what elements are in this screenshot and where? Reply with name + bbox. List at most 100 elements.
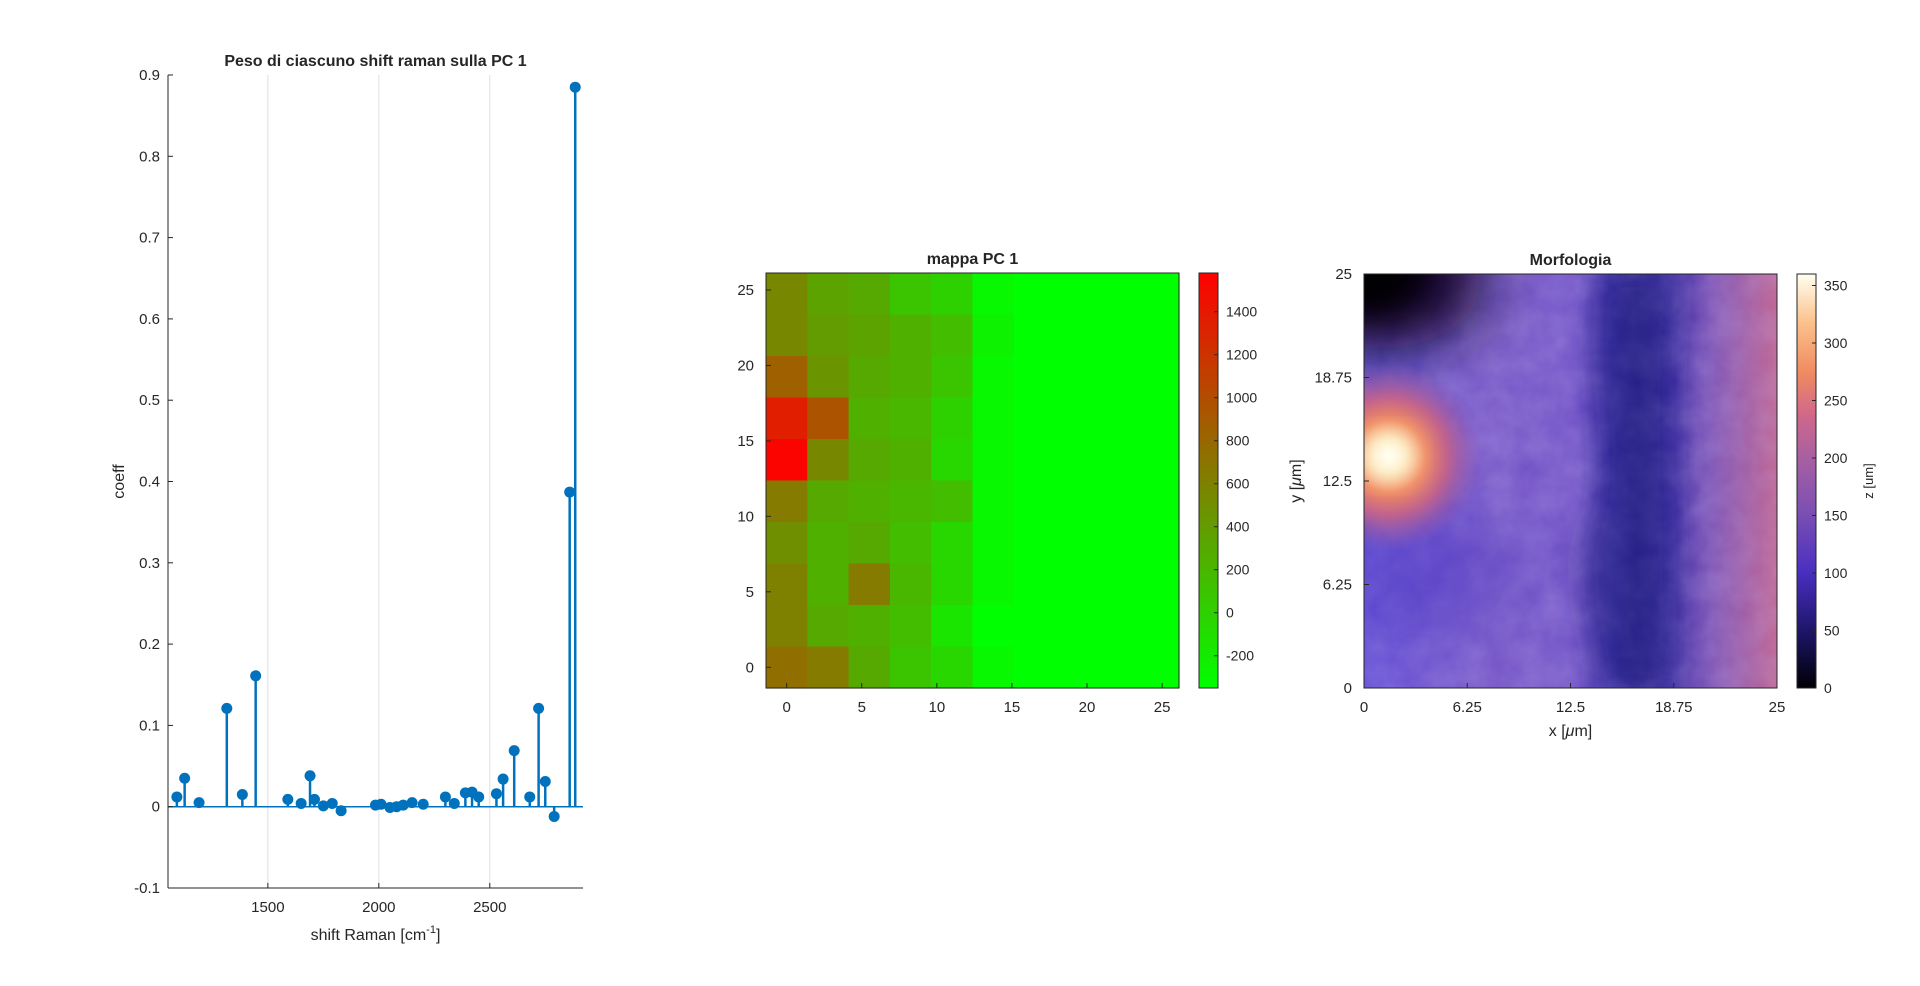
stem-marker [304,770,316,782]
pca-cell [1013,314,1056,357]
pca-cell [766,480,808,523]
pca-cell [1055,522,1097,565]
morph-colorbar [1796,273,1817,689]
pca-cell [848,397,891,440]
stem-marker [171,791,183,803]
pca-colorbar-tick-label: 1400 [1226,304,1257,320]
pca-cell [972,646,1015,689]
stem-marker [406,797,418,809]
pca-y-tick-label: 15 [737,433,754,450]
pca-cell [889,480,932,523]
pca-cell [889,356,932,399]
morph-y-tick-labels: 0 6.25 12.5 18.75 25 [1314,266,1352,697]
pca-cell [972,273,1015,316]
pca-cell [1013,646,1056,689]
stem-x-tick-label: 1500 [251,899,284,916]
stem-y-axis-label: coeff [111,464,128,499]
stem-marker [308,793,320,805]
stem-marker [375,798,387,810]
pca-cell [1137,522,1180,565]
pca-cell [931,605,974,648]
pca-y-tick-labels: 0 5 10 15 20 25 [737,282,754,676]
pca-cell [931,522,974,565]
pca-cell [972,439,1015,482]
stem-axes [167,74,583,889]
morph-colorbar-tick-label: 0 [1824,680,1832,696]
morph-colorbar-tick-label: 350 [1824,278,1848,294]
pca-cell [972,480,1015,523]
stem-chart-title: Peso di ciascuno shift raman sulla PC 1 [224,53,526,70]
morph-y-tick-label: 12.5 [1323,473,1352,490]
pca-y-tick-label: 25 [737,282,754,299]
pca-cell [1137,273,1180,316]
pca-x-tick-label: 10 [928,699,945,716]
pca-cell [972,397,1015,440]
surface-peak-core [1366,436,1411,477]
pca-cell [1137,646,1180,689]
morph-y-axis-label: y [μm] [1288,459,1305,502]
pca-cell [1013,522,1056,565]
stem-marker [564,486,576,498]
pca-cell [1137,563,1180,606]
pca-cell [807,563,850,606]
pca-cell [766,397,808,440]
stem-marker [179,772,191,784]
pca-cell [1055,314,1097,357]
morph-colorbar-tick-label: 150 [1824,508,1848,524]
pca-cell [1055,605,1097,648]
pca-cell [1096,439,1139,482]
pca-cell [848,273,891,316]
stem-y-tick-labels: -0.1 0 0.1 0.2 0.3 0.4 0.5 0.6 0.7 0.8 0.9 [134,67,160,897]
morph-colorbar-tick-labels: 0 50 100 150 200 250 300 350 [1812,278,1848,696]
pca-cell [766,273,808,316]
pca-cell [1137,314,1180,357]
pca-colorbar [1198,272,1219,689]
pca-cell [848,646,891,689]
pca-cell [931,563,974,606]
stem-marker [193,797,205,809]
pca-cell [807,356,850,399]
pca-cell [807,480,850,523]
pca-cell [1096,314,1139,357]
pca-colorbar-tick-label: -200 [1226,648,1254,664]
morphology-title: Morfologia [1530,252,1612,269]
pca-colorbar-tick-label: 800 [1226,433,1250,449]
pca-colorbar-tick-label: 400 [1226,519,1250,535]
surface-valley [1580,274,1681,688]
pca-cell [807,522,850,565]
pca-cell [1096,273,1139,316]
stem-marker [497,773,509,785]
morph-colorbar-tick-label: 250 [1824,393,1848,409]
pca-colorbar-tick-labels: -200 0 200 400 600 800 1000 1200 1400 [1214,304,1257,664]
surface-dark-corner-edge [1364,274,1419,314]
morph-y-tick-label: 18.75 [1314,370,1352,387]
pca-cell [1137,480,1180,523]
pca-cell [889,605,932,648]
stem-marker [548,810,560,822]
stem-y-tick-label: 0.7 [139,230,160,247]
stem-x-tick-label: 2500 [473,899,506,916]
stem-marker [295,797,307,809]
pca-cell [889,563,932,606]
pca-cell [1055,356,1097,399]
morph-colorbar-tick-label: 100 [1824,565,1848,581]
pca-cell [807,439,850,482]
stem-marker [250,670,262,682]
pca-cell [1055,646,1097,689]
stem-y-tick-label: 0.4 [139,474,160,491]
pca-cell [889,397,932,440]
morph-x-tick-label: 0 [1360,699,1368,716]
stem-y-tick-label: 0.6 [139,311,160,328]
pca-y-tick-label: 5 [746,584,754,601]
pca-cell [972,563,1015,606]
pca-cell [1013,356,1056,399]
pca-cell [1096,563,1139,606]
pca-cell [1137,397,1180,440]
morphology-axes [1363,273,1778,689]
pca-y-tick-label: 10 [737,508,754,525]
stem-x-tick-labels: 1500 2000 2500 [251,899,506,916]
stem-marker [221,702,233,714]
stem-series [171,81,581,822]
pca-cell [889,439,932,482]
